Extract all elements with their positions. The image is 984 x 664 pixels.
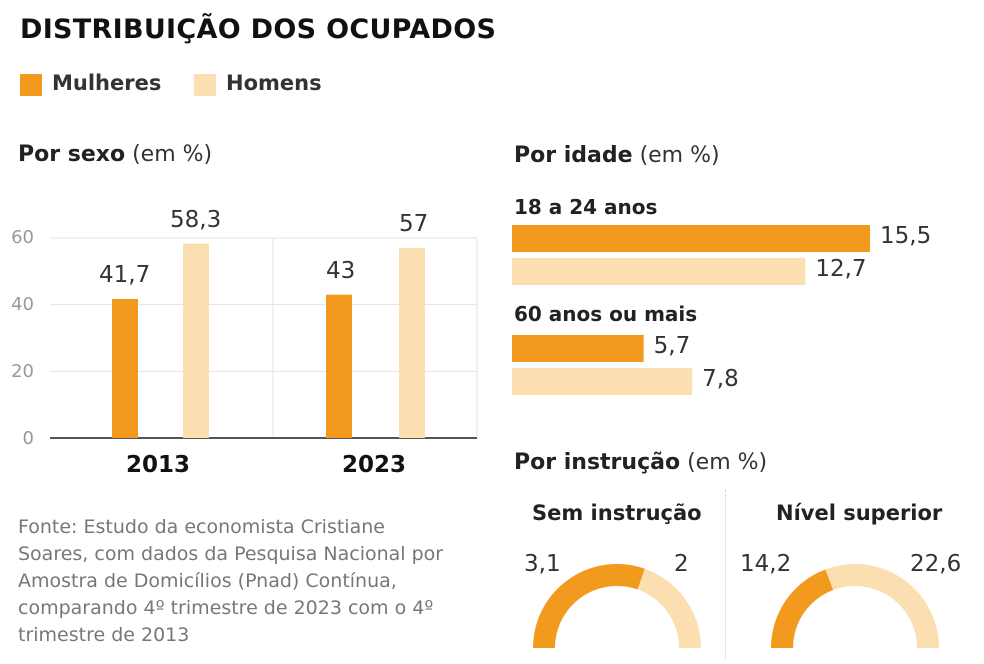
donut-value-sem-instrucao-mulheres: 3,1 xyxy=(524,551,561,577)
donut-slice-sem-instrucao-mulheres xyxy=(533,564,645,648)
edu-group-label-sem-instrucao: Sem instrução xyxy=(532,501,702,525)
section-title-sexo-unit: (em %) xyxy=(132,142,213,167)
bar-value-18-24-homens: 12,7 xyxy=(815,256,867,282)
donut-slice-sem-instrucao-homens xyxy=(637,568,701,648)
section-title-instrucao-bold: Por instrução xyxy=(514,450,681,475)
section-title-idade-unit: (em %) xyxy=(639,143,720,168)
bar-value-2023-mulheres: 43 xyxy=(326,257,356,284)
bar-60-anos-ou-mais-mulheres xyxy=(512,335,644,362)
bar-18-a-24-anos-mulheres xyxy=(512,225,870,252)
donut-slice-nivel-superior-mulheres xyxy=(771,569,834,648)
bar-value-2013-homens: 58,3 xyxy=(170,206,222,233)
legend-label-mulheres: Mulheres xyxy=(52,71,162,95)
bar-value-60-plus-homens: 7,8 xyxy=(702,366,739,392)
legend-swatch-homens xyxy=(194,74,216,96)
bar-60-anos-ou-mais-homens xyxy=(512,368,693,395)
donut-value-nivel-superior-mulheres: 14,2 xyxy=(740,551,792,577)
section-title-instrucao-unit: (em %) xyxy=(687,450,768,475)
bar-value-2023-homens: 57 xyxy=(399,211,429,237)
legend-swatch-mulheres xyxy=(20,74,42,96)
y-tick-label: 60 xyxy=(11,227,34,248)
section-title-idade: Por idade (em %) xyxy=(514,143,720,168)
bar-value-18-24-mulheres: 15,5 xyxy=(880,223,932,249)
donut-slice-nivel-superior-homens xyxy=(825,564,939,648)
bar-2013-mulheres xyxy=(112,299,138,438)
y-tick-label: 40 xyxy=(11,294,34,315)
section-title-sexo-bold: Por sexo xyxy=(18,142,126,167)
donut-value-nivel-superior-homens: 22,6 xyxy=(910,551,962,577)
bar-value-2013-mulheres: 41,7 xyxy=(99,262,151,288)
sexo-bar-chart xyxy=(50,237,478,439)
edu-group-label-nivel-superior: Nível superior xyxy=(776,501,943,525)
edu-divider xyxy=(725,490,726,660)
idade-bar-chart xyxy=(512,225,870,395)
x-category-2013: 2013 xyxy=(126,452,191,478)
section-title-sexo: Por sexo (em %) xyxy=(18,142,212,167)
bar-2023-mulheres xyxy=(326,294,352,438)
bar-value-60-plus-mulheres: 5,7 xyxy=(653,333,691,359)
x-category-2023: 2023 xyxy=(342,452,407,478)
legend-label-homens: Homens xyxy=(226,71,322,95)
donut-value-sem-instrucao-homens: 2 xyxy=(674,551,689,577)
section-title-instrucao: Por instrução (em %) xyxy=(514,450,767,475)
source-note: Fonte: Estudo da economista Cristiane So… xyxy=(18,516,444,646)
bar-18-a-24-anos-homens xyxy=(512,258,806,285)
y-tick-label: 0 xyxy=(22,428,34,449)
page-title: DISTRIBUIÇÃO DOS OCUPADOS xyxy=(20,14,497,45)
bar-2013-homens xyxy=(183,243,209,438)
y-tick-label: 20 xyxy=(11,361,34,382)
bar-2023-homens xyxy=(399,248,425,438)
age-group-label-60-plus: 60 anos ou mais xyxy=(514,302,698,326)
section-title-idade-bold: Por idade xyxy=(514,143,633,168)
age-group-label-18-24: 18 a 24 anos xyxy=(514,195,658,219)
